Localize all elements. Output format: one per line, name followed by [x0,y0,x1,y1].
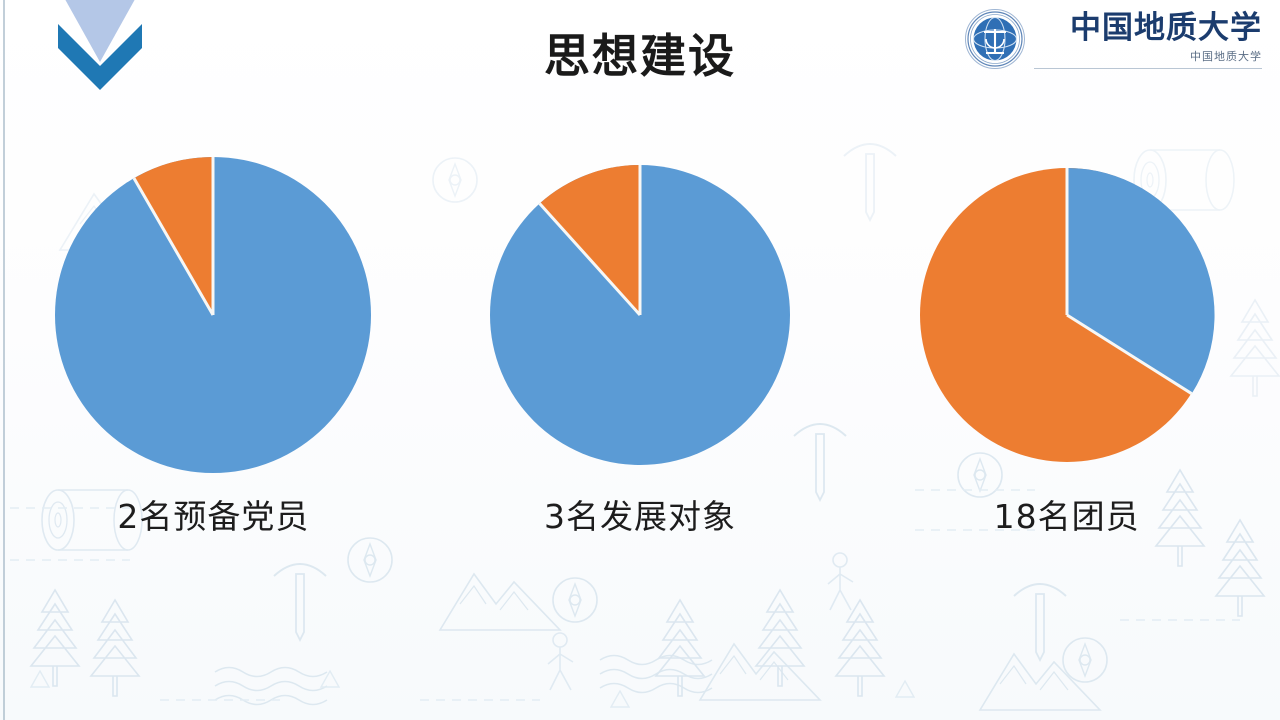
slide-left-edge-rule [3,0,5,720]
pie-chart-row: 2名预备党员 3名发展对象 18名团员 [0,150,1280,600]
university-logo: 中国地质大学 中国地质大学 [964,8,1262,70]
page-title: 思想建设 [544,29,736,83]
chart-label-league-members: 18名团员 [993,497,1140,536]
chart-label-probationary-party-members: 2名预备党员 [117,497,310,536]
chart-cell-probationary-party-members: 2名预备党员 [13,150,413,538]
pie-chart-probationary-party-members[interactable] [48,150,378,480]
chart-cell-league-members: 18名团员 [867,150,1267,538]
pie-chart-development-targets[interactable] [475,150,805,480]
university-name: 中国地质大学 [1070,10,1262,46]
chart-label-development-targets: 3名发展对象 [543,497,736,536]
logo-underline [1034,67,1262,70]
university-name-secondary: 中国地质大学 [1190,49,1262,63]
chart-cell-development-targets: 3名发展对象 [440,150,840,538]
university-seal-icon [965,9,1025,69]
corner-chevron-mark [58,0,142,90]
pie-chart-league-members[interactable] [902,150,1232,480]
